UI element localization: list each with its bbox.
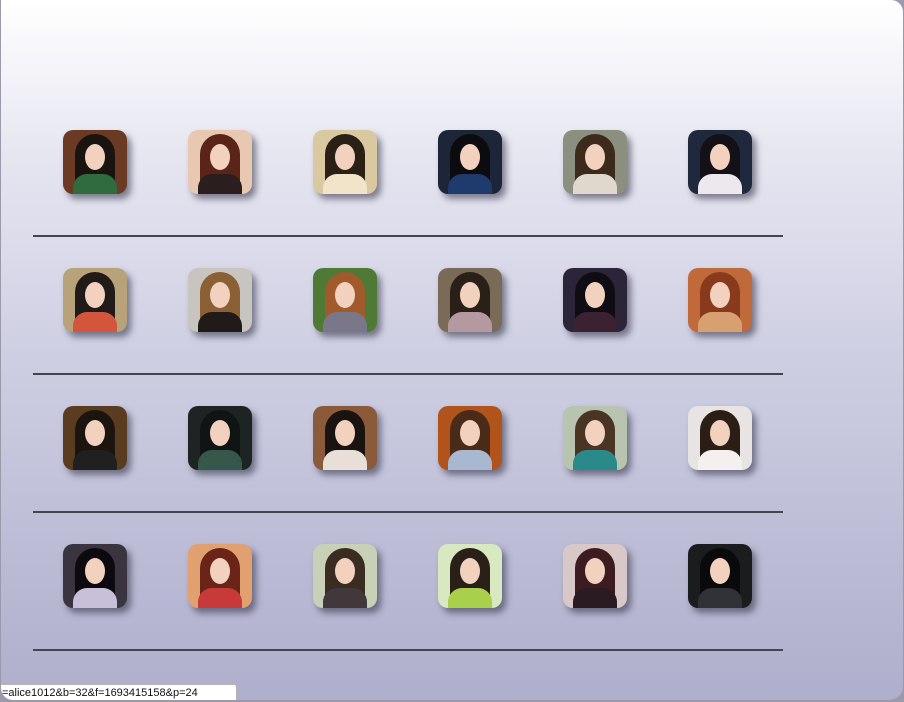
photo-row <box>1 268 903 406</box>
profile-photo-icon <box>688 406 752 470</box>
photo-thumbnail[interactable] <box>313 130 377 194</box>
photo-thumbnail[interactable] <box>188 268 252 332</box>
profile-photo-icon <box>688 130 752 194</box>
profile-photo-icon <box>313 268 377 332</box>
profile-photo-icon <box>188 268 252 332</box>
row-divider <box>33 235 783 237</box>
profile-photo-icon <box>438 130 502 194</box>
photo-thumbnail[interactable] <box>438 544 502 608</box>
photo-thumbnail[interactable] <box>688 130 752 194</box>
profile-photo-icon <box>563 268 627 332</box>
profile-photo-icon <box>563 544 627 608</box>
profile-photo-icon <box>688 544 752 608</box>
profile-photo-icon <box>188 406 252 470</box>
profile-photo-icon <box>438 406 502 470</box>
photo-thumbnail[interactable] <box>688 544 752 608</box>
profile-photo-icon <box>313 544 377 608</box>
photo-row <box>1 544 903 682</box>
photo-thumbnail[interactable] <box>313 268 377 332</box>
profile-photo-icon <box>63 268 127 332</box>
photo-thumbnail[interactable] <box>63 268 127 332</box>
photo-thumbnail[interactable] <box>563 544 627 608</box>
photo-thumbnail[interactable] <box>63 130 127 194</box>
photo-thumbnail[interactable] <box>63 406 127 470</box>
profile-photo-icon <box>63 544 127 608</box>
photo-thumbnail[interactable] <box>438 130 502 194</box>
profile-photo-icon <box>563 130 627 194</box>
row-divider <box>33 649 783 651</box>
profile-photo-icon <box>438 268 502 332</box>
profile-photo-icon <box>188 544 252 608</box>
photo-thumbnail[interactable] <box>438 406 502 470</box>
profile-photo-icon <box>313 130 377 194</box>
profile-photo-icon <box>188 130 252 194</box>
profile-photo-icon <box>63 130 127 194</box>
profile-photo-icon <box>63 406 127 470</box>
photo-thumbnail[interactable] <box>63 544 127 608</box>
row-divider <box>33 373 783 375</box>
photo-thumbnail[interactable] <box>313 544 377 608</box>
photo-thumbnail[interactable] <box>438 268 502 332</box>
photo-thumbnail[interactable] <box>188 406 252 470</box>
profile-photo-icon <box>313 406 377 470</box>
photo-thumbnail[interactable] <box>313 406 377 470</box>
profile-photo-icon <box>563 406 627 470</box>
photo-thumbnail[interactable] <box>188 544 252 608</box>
photo-row <box>1 406 903 544</box>
photo-thumbnail[interactable] <box>563 406 627 470</box>
profile-photo-icon <box>688 268 752 332</box>
row-divider <box>33 511 783 513</box>
status-bar-url: =alice1012&b=32&f=1693415158&p=24 <box>1 684 237 700</box>
photo-thumbnail[interactable] <box>188 130 252 194</box>
photo-thumbnail[interactable] <box>563 130 627 194</box>
photo-thumbnail[interactable] <box>563 268 627 332</box>
photo-thumbnail[interactable] <box>688 268 752 332</box>
photo-thumbnail[interactable] <box>688 406 752 470</box>
profile-photo-icon <box>438 544 502 608</box>
photo-row <box>1 130 903 268</box>
